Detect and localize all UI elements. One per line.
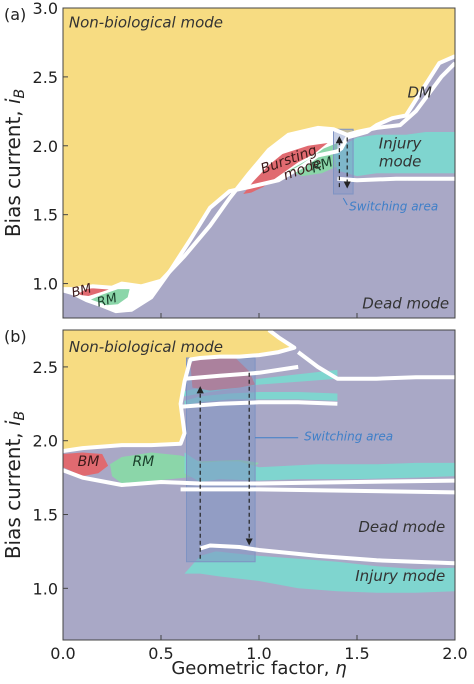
region-label: RM xyxy=(309,154,335,176)
region-label: RM xyxy=(132,454,154,470)
boundary-line xyxy=(63,330,297,453)
xtick-label: 2.0 xyxy=(442,644,467,663)
ytick-label: 1.0 xyxy=(33,579,58,598)
region-bursting-mode xyxy=(243,143,328,194)
ytick-label: 2.0 xyxy=(33,137,58,156)
y-axis-label: Bias current, iB xyxy=(1,411,28,559)
plot-area: Non-biological mode Switching area BM RM Dea… xyxy=(63,330,455,640)
ytick-label: 2.0 xyxy=(33,432,58,451)
boundary-line xyxy=(180,487,455,495)
region-label: DM xyxy=(407,84,432,102)
region-label: Non-biological mode xyxy=(69,13,223,31)
boundary-line xyxy=(296,350,455,381)
boundary-line xyxy=(63,61,455,292)
panel-label: (a) xyxy=(4,5,26,24)
boundary-line xyxy=(63,54,455,314)
boundary-line xyxy=(180,400,338,409)
region-switching-highlight-a- xyxy=(333,128,354,195)
xtick-label: 0.5 xyxy=(148,644,173,663)
region-label: BM xyxy=(78,454,100,470)
xtick-label: 1.5 xyxy=(344,644,369,663)
ytick-label: 3.0 xyxy=(33,0,58,18)
region-label: Dead mode xyxy=(362,294,449,312)
ytick-label: 1.0 xyxy=(33,275,58,294)
boundary-line xyxy=(337,176,455,183)
region-bursting-mode-b-left xyxy=(63,452,109,477)
region-label: Injury mode xyxy=(355,567,445,585)
switch-pointer xyxy=(342,197,348,206)
panel-label: (b) xyxy=(4,327,27,346)
boundary-line xyxy=(199,543,455,566)
region-non-biological-mode xyxy=(63,8,455,290)
region-non-biological-mode xyxy=(63,330,295,451)
y-axis-label: Bias current, iB xyxy=(1,89,28,237)
panel-a: Non-biological modeDMBurstingmodeRMInjur… xyxy=(1,0,456,319)
region-label: Non-biological mode xyxy=(69,338,223,356)
xtick-label: 0.0 xyxy=(50,644,75,663)
ytick-label: 2.5 xyxy=(33,358,58,377)
xtick-label: 1.0 xyxy=(246,644,271,663)
region-label: Dead mode xyxy=(358,518,445,536)
boundary-line xyxy=(184,364,299,381)
region-label: Switching area xyxy=(304,430,393,444)
ytick-label: 1.5 xyxy=(33,206,58,225)
plot-area: Non-biological modeDMBurstingmodeRMInjur… xyxy=(63,8,455,318)
region-label: Switching area xyxy=(349,200,438,214)
panel-b: Non-biological mode Switching area BM RM Dea… xyxy=(1,327,468,679)
ytick-label: 2.5 xyxy=(33,68,58,87)
region-label: Injury xyxy=(379,135,423,153)
region-injury-mode xyxy=(333,132,455,177)
region-switching-highlight-b- xyxy=(186,357,256,563)
region-label: mode xyxy=(379,152,422,170)
boundary-line xyxy=(63,468,455,487)
ytick-label: 1.5 xyxy=(33,506,58,525)
region-label: RM xyxy=(95,291,118,311)
region-label: BM xyxy=(70,281,93,301)
region-rm-a-small xyxy=(86,289,130,306)
x-axis-label: Geometric factor, η xyxy=(171,658,346,679)
